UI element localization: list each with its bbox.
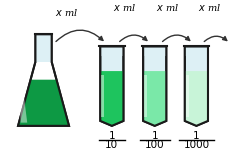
Polygon shape <box>100 71 123 126</box>
Polygon shape <box>143 71 166 126</box>
Polygon shape <box>185 71 208 126</box>
Text: 1: 1 <box>193 131 200 141</box>
Polygon shape <box>18 80 69 126</box>
Text: 10: 10 <box>105 140 118 150</box>
Text: 1000: 1000 <box>183 140 209 150</box>
Polygon shape <box>143 47 166 56</box>
Polygon shape <box>100 47 123 56</box>
Polygon shape <box>185 47 208 56</box>
Polygon shape <box>185 47 208 126</box>
Text: 100: 100 <box>145 140 164 150</box>
Text: $x$ ml: $x$ ml <box>156 2 179 13</box>
Polygon shape <box>100 47 123 126</box>
Text: $x$ ml: $x$ ml <box>113 2 136 13</box>
Polygon shape <box>143 47 166 126</box>
Polygon shape <box>101 75 104 117</box>
Polygon shape <box>18 34 69 126</box>
Polygon shape <box>144 75 147 117</box>
Text: $x$ ml: $x$ ml <box>198 2 221 13</box>
Polygon shape <box>20 91 27 123</box>
Text: $x$ ml: $x$ ml <box>55 7 78 18</box>
Polygon shape <box>186 75 189 117</box>
Polygon shape <box>35 34 52 62</box>
Text: 1: 1 <box>109 131 115 141</box>
Text: 1: 1 <box>151 131 158 141</box>
